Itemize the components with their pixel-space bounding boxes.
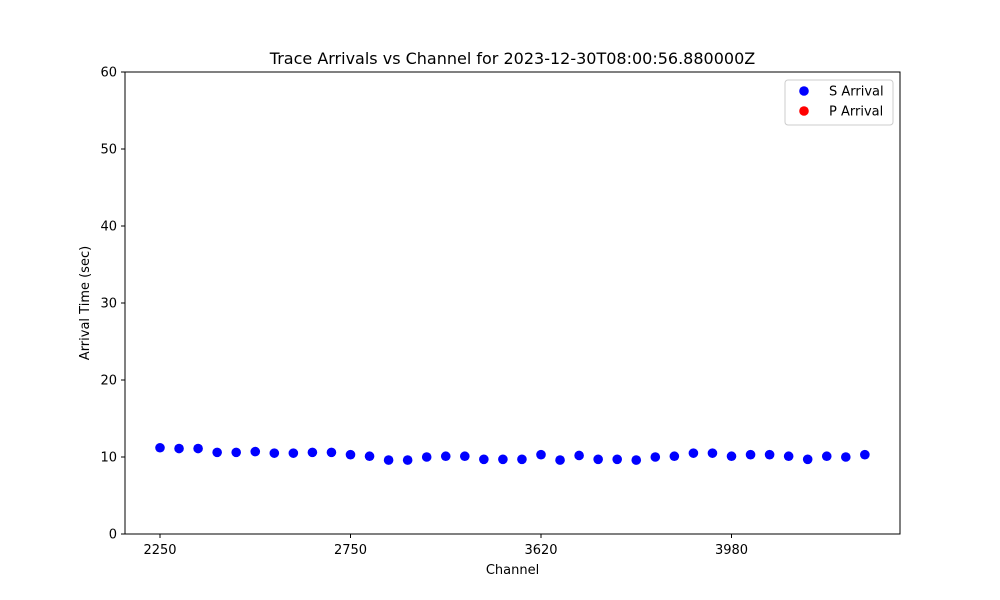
data-point — [593, 454, 603, 465]
data-point — [174, 443, 184, 454]
y-tick-label: 10 — [100, 451, 117, 466]
data-point — [726, 451, 737, 462]
data-point — [745, 449, 756, 460]
x-axis: 2250 2750 3620 3980 — [143, 534, 748, 558]
data-point — [650, 452, 661, 462]
x-tick-label: 3620 — [524, 543, 557, 558]
data-point — [555, 455, 565, 465]
x-axis-label: Channel — [486, 563, 539, 578]
y-tick-label: 30 — [100, 297, 117, 312]
data-point — [669, 451, 680, 462]
data-point — [193, 443, 203, 454]
data-point — [460, 451, 470, 462]
data-point — [841, 452, 851, 462]
data-point — [345, 449, 356, 460]
legend-label: S Arrival — [829, 85, 884, 100]
legend-marker — [799, 86, 809, 96]
data-point — [155, 442, 165, 453]
legend: S Arrival P Arrival — [784, 79, 894, 126]
chart-title: Trace Arrivals vs Channel for 2023-12-30… — [269, 49, 755, 68]
data-point — [574, 450, 584, 461]
legend-box — [784, 79, 894, 126]
data-point — [421, 452, 432, 462]
x-tick-label: 3980 — [715, 543, 748, 558]
data-point — [802, 454, 813, 465]
y-tick-label: 60 — [100, 66, 117, 81]
data-point — [212, 447, 222, 458]
data-point — [250, 446, 261, 457]
y-axis: 0 10 20 30 40 50 60 — [100, 66, 125, 543]
legend-marker — [799, 106, 809, 116]
legend-label: P Arrival — [829, 105, 883, 120]
data-point — [517, 454, 527, 465]
data-points — [155, 442, 870, 465]
data-point — [764, 449, 775, 460]
data-point — [383, 455, 394, 465]
data-point — [631, 455, 642, 465]
x-tick-label: 2250 — [143, 543, 176, 558]
data-point — [479, 454, 489, 465]
data-point — [326, 447, 337, 458]
x-tick-label: 2750 — [334, 543, 367, 558]
data-point — [440, 451, 451, 462]
data-point — [707, 448, 718, 458]
data-point — [821, 451, 832, 462]
data-point — [612, 454, 622, 465]
y-tick-label: 40 — [100, 220, 117, 235]
y-tick-label: 0 — [109, 528, 117, 543]
data-point — [231, 447, 241, 458]
data-point — [269, 448, 280, 458]
data-point — [288, 448, 299, 458]
data-point — [783, 451, 794, 462]
y-tick-label: 20 — [100, 374, 117, 389]
plot-frame — [124, 71, 901, 535]
data-point — [860, 449, 870, 460]
data-point — [364, 451, 375, 462]
y-axis-label: Arrival Time (sec) — [78, 246, 93, 360]
y-tick-label: 50 — [100, 143, 117, 158]
data-point — [536, 449, 546, 460]
data-point — [307, 447, 318, 458]
data-point — [498, 454, 508, 465]
data-point — [402, 455, 413, 465]
data-point — [688, 448, 699, 458]
